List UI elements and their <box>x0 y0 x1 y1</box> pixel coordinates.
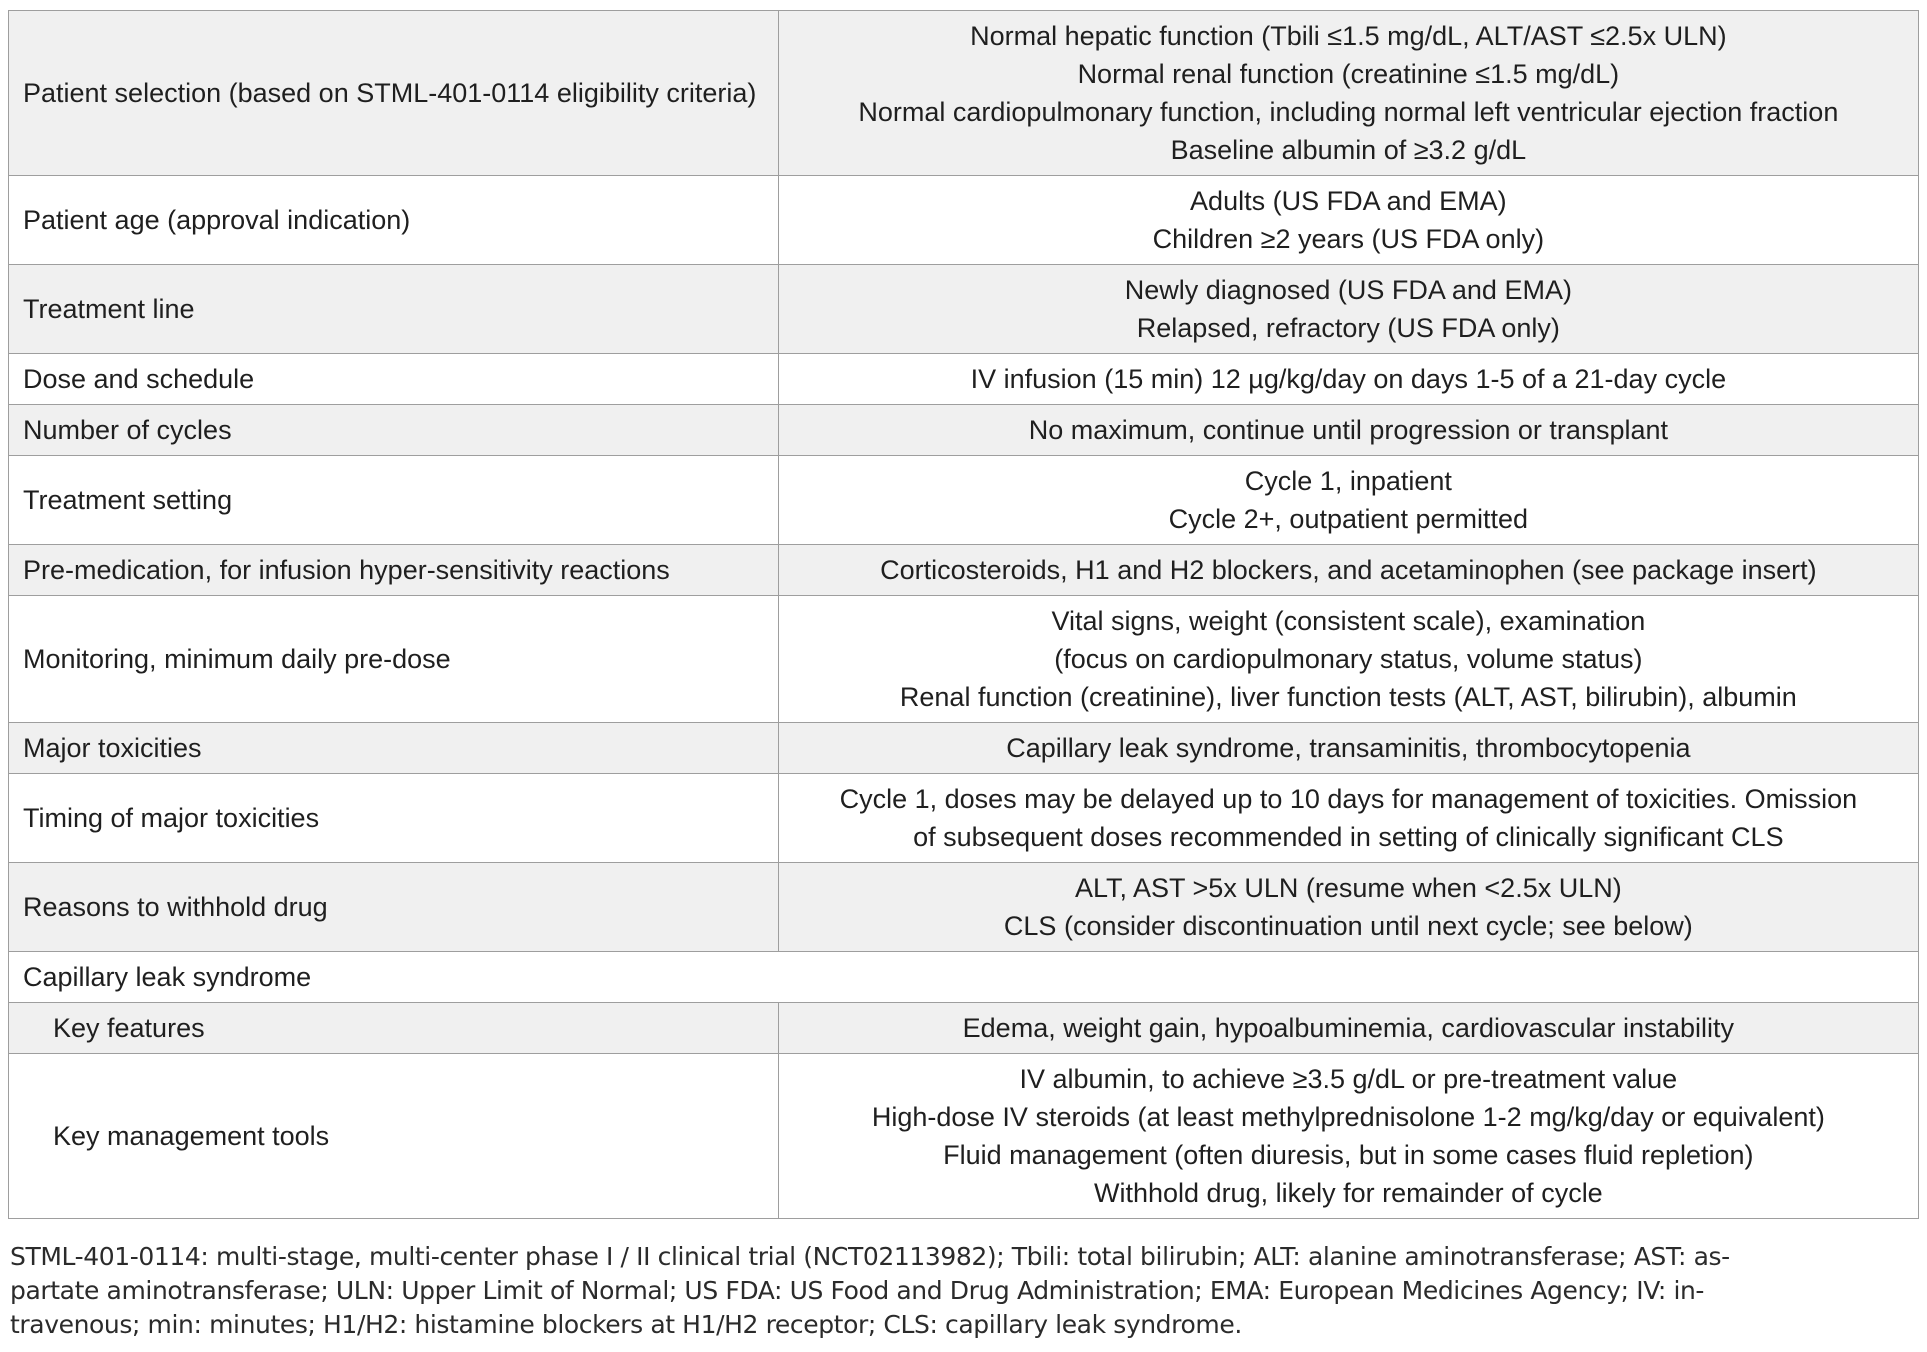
row-treatment-setting: Treatment setting Cycle 1, inpatient Cyc… <box>8 455 1920 545</box>
row-label: Reasons to withhold drug <box>8 862 779 952</box>
row-label-text: Key management tools <box>53 1121 330 1151</box>
value-line: Renal function (creatinine), liver funct… <box>899 682 1797 712</box>
section-header: Capillary leak syndrome <box>8 951 1919 1003</box>
row-value: Vital signs, weight (consistent scale), … <box>777 595 1920 723</box>
row-label-text: Major toxicities <box>23 733 202 763</box>
row-value: Newly diagnosed (US FDA and EMA) Relapse… <box>777 264 1920 354</box>
value-line: ALT, AST >5x ULN (resume when <2.5x ULN) <box>1074 873 1622 903</box>
value-line: Capillary leak syndrome, transaminitis, … <box>1006 733 1691 763</box>
row-dose-and-schedule: Dose and schedule IV infusion (15 min) 1… <box>8 353 1920 405</box>
value-line: Newly diagnosed (US FDA and EMA) <box>1124 275 1572 305</box>
row-label-text: Monitoring, minimum daily pre-dose <box>23 644 451 674</box>
footnote-line: partate aminotransferase; ULN: Upper Lim… <box>10 1276 1705 1305</box>
row-treatment-line: Treatment line Newly diagnosed (US FDA a… <box>8 264 1920 354</box>
value-line: Relapsed, refractory (US FDA only) <box>1136 313 1560 343</box>
footnote-line: STML-401-0114: multi-stage, multi-center… <box>10 1242 1730 1271</box>
row-value: Corticosteroids, H1 and H2 blockers, and… <box>777 544 1920 596</box>
row-value: IV infusion (15 min) 12 µg/kg/day on day… <box>777 353 1920 405</box>
value-line: Normal hepatic function (Tbili ≤1.5 mg/d… <box>970 21 1727 51</box>
value-line: CLS (consider discontinuation until next… <box>1003 911 1693 941</box>
value-line: Vital signs, weight (consistent scale), … <box>1051 606 1646 636</box>
drug-administration-table: Patient selection (based on STML-401-011… <box>8 10 1920 1219</box>
row-label: Treatment setting <box>8 455 779 545</box>
value-line: No maximum, continue until progression o… <box>1028 415 1669 445</box>
row-value: Adults (US FDA and EMA) Children ≥2 year… <box>777 175 1920 265</box>
value-line: Corticosteroids, H1 and H2 blockers, and… <box>880 555 1817 585</box>
footnote-line: travenous; min: minutes; H1/H2: histamin… <box>10 1310 1242 1339</box>
row-key-management-tools: Key management tools IV albumin, to achi… <box>8 1053 1920 1219</box>
row-value: ALT, AST >5x ULN (resume when <2.5x ULN)… <box>777 862 1920 952</box>
value-line: Cycle 1, inpatient <box>1244 466 1452 496</box>
row-patient-selection: Patient selection (based on STML-401-011… <box>8 10 1920 176</box>
row-patient-age: Patient age (approval indication) Adults… <box>8 175 1920 265</box>
value-line: Cycle 2+, outpatient permitted <box>1168 504 1529 534</box>
value-line: Withhold drug, likely for remainder of c… <box>1094 1178 1603 1208</box>
row-label: Treatment line <box>8 264 779 354</box>
row-label: Key management tools <box>8 1053 779 1219</box>
section-header-text: Capillary leak syndrome <box>23 962 312 992</box>
row-label-text: Number of cycles <box>23 415 232 445</box>
row-timing-of-major-toxicities: Timing of major toxicities Cycle 1, dose… <box>8 773 1920 863</box>
row-label: Key features <box>8 1002 779 1054</box>
row-monitoring: Monitoring, minimum daily pre-dose Vital… <box>8 595 1920 723</box>
value-line: IV albumin, to achieve ≥3.5 g/dL or pre-… <box>1019 1064 1678 1094</box>
row-label-text: Key features <box>53 1013 205 1043</box>
row-label: Major toxicities <box>8 722 779 774</box>
value-line: Fluid management (often diuresis, but in… <box>943 1140 1754 1170</box>
row-label-text: Dose and schedule <box>23 364 255 394</box>
value-line: Adults (US FDA and EMA) <box>1190 186 1507 216</box>
row-label-text: Treatment setting <box>23 485 233 515</box>
row-label: Patient selection (based on STML-401-011… <box>8 10 779 176</box>
row-label-text: Timing of major toxicities <box>23 803 320 833</box>
row-value: Capillary leak syndrome, transaminitis, … <box>777 722 1920 774</box>
row-value: Cycle 1, inpatient Cycle 2+, outpatient … <box>777 455 1920 545</box>
row-key-features: Key features Edema, weight gain, hypoalb… <box>8 1002 1920 1054</box>
value-line: High-dose IV steroids (at least methylpr… <box>871 1102 1825 1132</box>
value-line: Edema, weight gain, hypoalbuminemia, car… <box>962 1013 1735 1043</box>
row-value: Edema, weight gain, hypoalbuminemia, car… <box>777 1002 1920 1054</box>
row-pre-medication: Pre-medication, for infusion hyper-sensi… <box>8 544 1920 596</box>
row-major-toxicities: Major toxicities Capillary leak syndrome… <box>8 722 1920 774</box>
row-value: Cycle 1, doses may be delayed up to 10 d… <box>777 773 1920 863</box>
row-number-of-cycles: Number of cycles No maximum, continue un… <box>8 404 1920 456</box>
row-value: IV albumin, to achieve ≥3.5 g/dL or pre-… <box>777 1053 1920 1219</box>
row-value: Normal hepatic function (Tbili ≤1.5 mg/d… <box>777 10 1920 176</box>
row-label: Number of cycles <box>8 404 779 456</box>
row-reasons-to-withhold-drug: Reasons to withhold drug ALT, AST >5x UL… <box>8 862 1920 952</box>
value-line: Cycle 1, doses may be delayed up to 10 d… <box>839 784 1858 814</box>
row-label: Dose and schedule <box>8 353 779 405</box>
value-line: Normal renal function (creatinine ≤1.5 m… <box>1077 59 1620 89</box>
row-label: Timing of major toxicities <box>8 773 779 863</box>
row-label-text: Pre-medication, for infusion hyper-sensi… <box>23 555 670 585</box>
value-line: of subsequent doses recommended in setti… <box>913 822 1784 852</box>
row-label-text: Patient selection (based on STML-401-011… <box>23 78 757 108</box>
footnote: STML-401-0114: multi-stage, multi-center… <box>8 1240 1919 1342</box>
row-label: Monitoring, minimum daily pre-dose <box>8 595 779 723</box>
value-line: (focus on cardiopulmonary status, volume… <box>1054 644 1643 674</box>
row-capillary-leak-syndrome-section: Capillary leak syndrome <box>8 951 1919 1003</box>
row-value: No maximum, continue until progression o… <box>777 404 1920 456</box>
value-line: Children ≥2 years (US FDA only) <box>1152 224 1545 254</box>
value-line: IV infusion (15 min) 12 µg/kg/day on day… <box>970 364 1727 394</box>
row-label: Pre-medication, for infusion hyper-sensi… <box>8 544 779 596</box>
row-label-text: Treatment line <box>23 294 195 324</box>
row-label-text: Reasons to withhold drug <box>23 892 328 922</box>
value-line: Baseline albumin of ≥3.2 g/dL <box>1170 135 1527 165</box>
value-line: Normal cardiopulmonary function, includi… <box>858 97 1839 127</box>
row-label: Patient age (approval indication) <box>8 175 779 265</box>
row-label-text: Patient age (approval indication) <box>23 205 411 235</box>
